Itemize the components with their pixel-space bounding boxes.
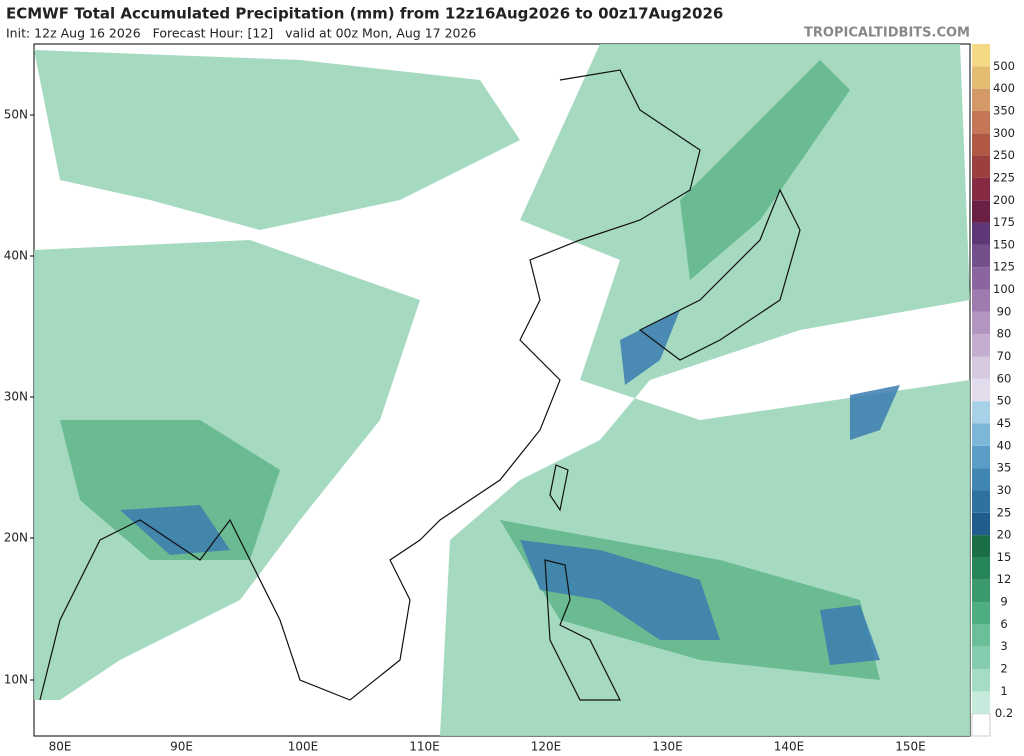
- colorbar-band: [972, 602, 990, 625]
- colorbar-label: 25: [997, 505, 1012, 519]
- colorbar-label: 1: [1000, 684, 1007, 698]
- precip-core: [620, 310, 680, 385]
- colorbar-band: [972, 222, 990, 245]
- colorbar-label: 350: [993, 103, 1015, 117]
- lon-label: 110E: [409, 740, 440, 754]
- colorbar-label: 35: [997, 461, 1012, 475]
- colorbar-label: 9: [1000, 595, 1007, 609]
- colorbar-label: 40: [997, 438, 1012, 452]
- lon-label: 140E: [774, 740, 805, 754]
- colorbar-band: [972, 110, 990, 134]
- colorbar-band: [972, 200, 990, 223]
- colorbar-label: 0.2: [995, 706, 1013, 720]
- colorbar-label: 400: [993, 81, 1015, 95]
- colorbar-label: 125: [993, 260, 1015, 274]
- colorbar-label: 50: [997, 394, 1012, 408]
- colorbar-label: 250: [993, 148, 1015, 162]
- colorbar-label: 30: [997, 483, 1012, 497]
- colorbar-band: [972, 289, 990, 312]
- colorbar-label: 45: [997, 416, 1012, 430]
- coastline: [39, 69, 701, 701]
- colorbar-label: 150: [993, 237, 1015, 251]
- precip-area: [34, 50, 520, 230]
- colorbar-label: 90: [997, 304, 1012, 318]
- colorbar-label: 200: [993, 193, 1015, 207]
- lon-label: 90E: [170, 740, 193, 754]
- colorbar-band: [972, 423, 990, 446]
- colorbar-band: [972, 267, 990, 290]
- precip-core: [820, 605, 880, 665]
- lon-label: 150E: [895, 740, 926, 754]
- colorbar-band: [972, 579, 990, 603]
- colorbar-band: [972, 445, 990, 469]
- colorbar-label: 225: [993, 170, 1015, 184]
- colorbar-band: [972, 691, 990, 714]
- lat-label: 10N: [4, 673, 28, 687]
- colorbar-label: 100: [993, 282, 1015, 296]
- colorbar-band: [972, 401, 990, 424]
- colorbar-band: [972, 155, 990, 178]
- precip-area: [680, 60, 850, 280]
- colorbar-band: [972, 490, 990, 513]
- coastline: [549, 464, 569, 512]
- colorbar-label: 3: [1000, 639, 1007, 653]
- lon-label: 80E: [49, 740, 72, 754]
- colorbar-band: [972, 66, 990, 89]
- colorbar-label: 300: [993, 126, 1015, 140]
- precip-core: [520, 540, 720, 640]
- lon-label: 130E: [652, 740, 683, 754]
- map-area: [33, 43, 971, 737]
- precip-area: [60, 420, 280, 560]
- colorbar-label: 2: [1000, 662, 1007, 676]
- colorbar-label: 12: [997, 572, 1012, 586]
- colorbar-label: 500: [993, 59, 1015, 73]
- colorbar-band: [972, 356, 990, 379]
- lat-label: 20N: [4, 531, 28, 545]
- colorbar-band: [972, 334, 990, 357]
- lat-label: 30N: [4, 390, 28, 404]
- colorbar-band: [972, 624, 990, 647]
- colorbar-band: [972, 535, 990, 558]
- coastline: [544, 559, 621, 701]
- colorbar-band: [972, 512, 990, 536]
- lon-label: 120E: [531, 740, 562, 754]
- precip-core: [120, 505, 230, 555]
- colorbar-label: 70: [997, 349, 1012, 363]
- colorbar-band: [972, 557, 990, 580]
- colorbar-band: [971, 713, 991, 737]
- colorbar-band: [972, 646, 990, 670]
- colorbar-label: 80: [997, 327, 1012, 341]
- colorbar-band: [972, 468, 990, 491]
- title: ECMWF Total Accumulated Precipitation (m…: [6, 5, 723, 23]
- colorbar-band: [972, 378, 990, 402]
- lat-label: 50N: [4, 108, 28, 122]
- coastline: [638, 188, 801, 361]
- precip-core: [850, 385, 900, 440]
- lon-label: 100E: [288, 740, 319, 754]
- lat-label: 40N: [4, 249, 28, 263]
- colorbar-label: 60: [997, 371, 1012, 385]
- colorbar-band: [972, 311, 990, 335]
- subtitle: Init: 12z Aug 16 2026 Forecast Hour: [12…: [6, 26, 476, 41]
- colorbar-band: [972, 133, 990, 156]
- colorbar-band: [972, 177, 990, 201]
- colorbar-label: 6: [1000, 617, 1007, 631]
- colorbar-label: 15: [997, 550, 1012, 564]
- colorbar-band: [972, 669, 990, 692]
- colorbar-band: [972, 88, 990, 111]
- colorbar-band: [972, 244, 990, 268]
- colorbar-band: [972, 44, 990, 67]
- site-name: TROPICALTIDBITS.COM: [804, 26, 970, 41]
- colorbar-label: 175: [993, 215, 1015, 229]
- colorbar-label: 20: [997, 528, 1012, 542]
